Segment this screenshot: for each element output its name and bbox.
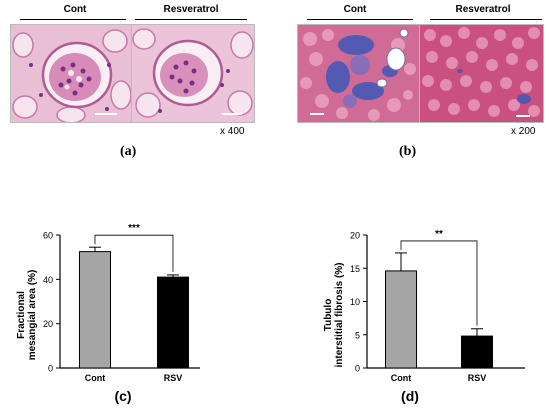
panel-a-magnification: x 400 <box>220 126 245 137</box>
micrograph-a-resveratrol <box>131 24 255 123</box>
chart-c-category-label: Cont <box>85 373 106 383</box>
panel-b-cont-label: Cont <box>343 4 367 15</box>
panel-b: Cont Resveratrol <box>280 0 550 170</box>
chart-d-significance-bracket <box>400 240 478 326</box>
chart-c-significance-bracket <box>94 234 174 272</box>
panel-b-cont-line <box>307 19 413 20</box>
panel-a: Cont Resveratrol <box>0 0 270 170</box>
chart-c-significance-label: *** <box>128 223 140 234</box>
panel-a-cont-label: Cont <box>63 4 87 15</box>
chart-d-bar-rsv <box>461 335 493 369</box>
chart-c: Fractional mesangial area (%) (c) 0 20 40 6… <box>16 223 200 404</box>
chart-c-bar-cont <box>79 251 111 369</box>
chart-c-category-label: RSV <box>164 373 183 383</box>
panel-b-resveratrol-label: Resveratrol <box>455 4 511 15</box>
chart-d-ytick-label: 10 <box>350 297 360 307</box>
chart-c-bar-rsv <box>157 276 189 369</box>
chart-c-ytick-label: 60 <box>43 231 53 241</box>
chart-d-panel-letter: (d) <box>401 388 419 404</box>
chart-d-ylabel-line2: interstitial fibrosis (%) <box>334 262 345 367</box>
chart-c-ytick-label: 0 <box>48 364 53 374</box>
panel-b-magnification: x 200 <box>511 126 536 137</box>
panel-a-cont-line <box>20 19 126 20</box>
panel-a-resveratrol-line <box>135 19 247 20</box>
chart-c-ylabel-line2: mesangial area (%) <box>27 270 38 361</box>
chart-d-significance-label: ** <box>435 229 443 240</box>
chart-d-ytick-label: 5 <box>355 330 360 340</box>
chart-d-ylabel-line1: Tubulo <box>323 299 334 332</box>
chart-d: Tubulo interstitial fibrosis (%) (d) 0 5 1… <box>323 229 525 404</box>
chart-d-category-label: Cont <box>391 373 412 383</box>
micrograph-a-cont <box>10 24 132 123</box>
panel-b-resveratrol-line <box>430 19 542 20</box>
chart-d-ytick-label: 15 <box>350 264 360 274</box>
chart-d-bar-cont <box>385 270 417 369</box>
panel-a-letter: (a) <box>120 144 137 159</box>
chart-c-ytick-label: 20 <box>43 319 53 329</box>
chart-c-panel-letter: (c) <box>114 388 131 404</box>
chart-d-ytick-label: 20 <box>350 231 360 241</box>
chart-c-ytick-label: 40 <box>43 275 53 285</box>
micrograph-b-cont <box>297 24 420 123</box>
chart-c-ylabel-line1: Fractional <box>16 291 27 339</box>
chart-d-category-label: RSV <box>468 373 487 383</box>
chart-d-ytick-label: 0 <box>355 364 360 374</box>
micrograph-b-resveratrol <box>419 24 544 123</box>
panel-b-letter: (b) <box>399 144 417 159</box>
panel-a-resveratrol-label: Resveratrol <box>163 4 219 15</box>
